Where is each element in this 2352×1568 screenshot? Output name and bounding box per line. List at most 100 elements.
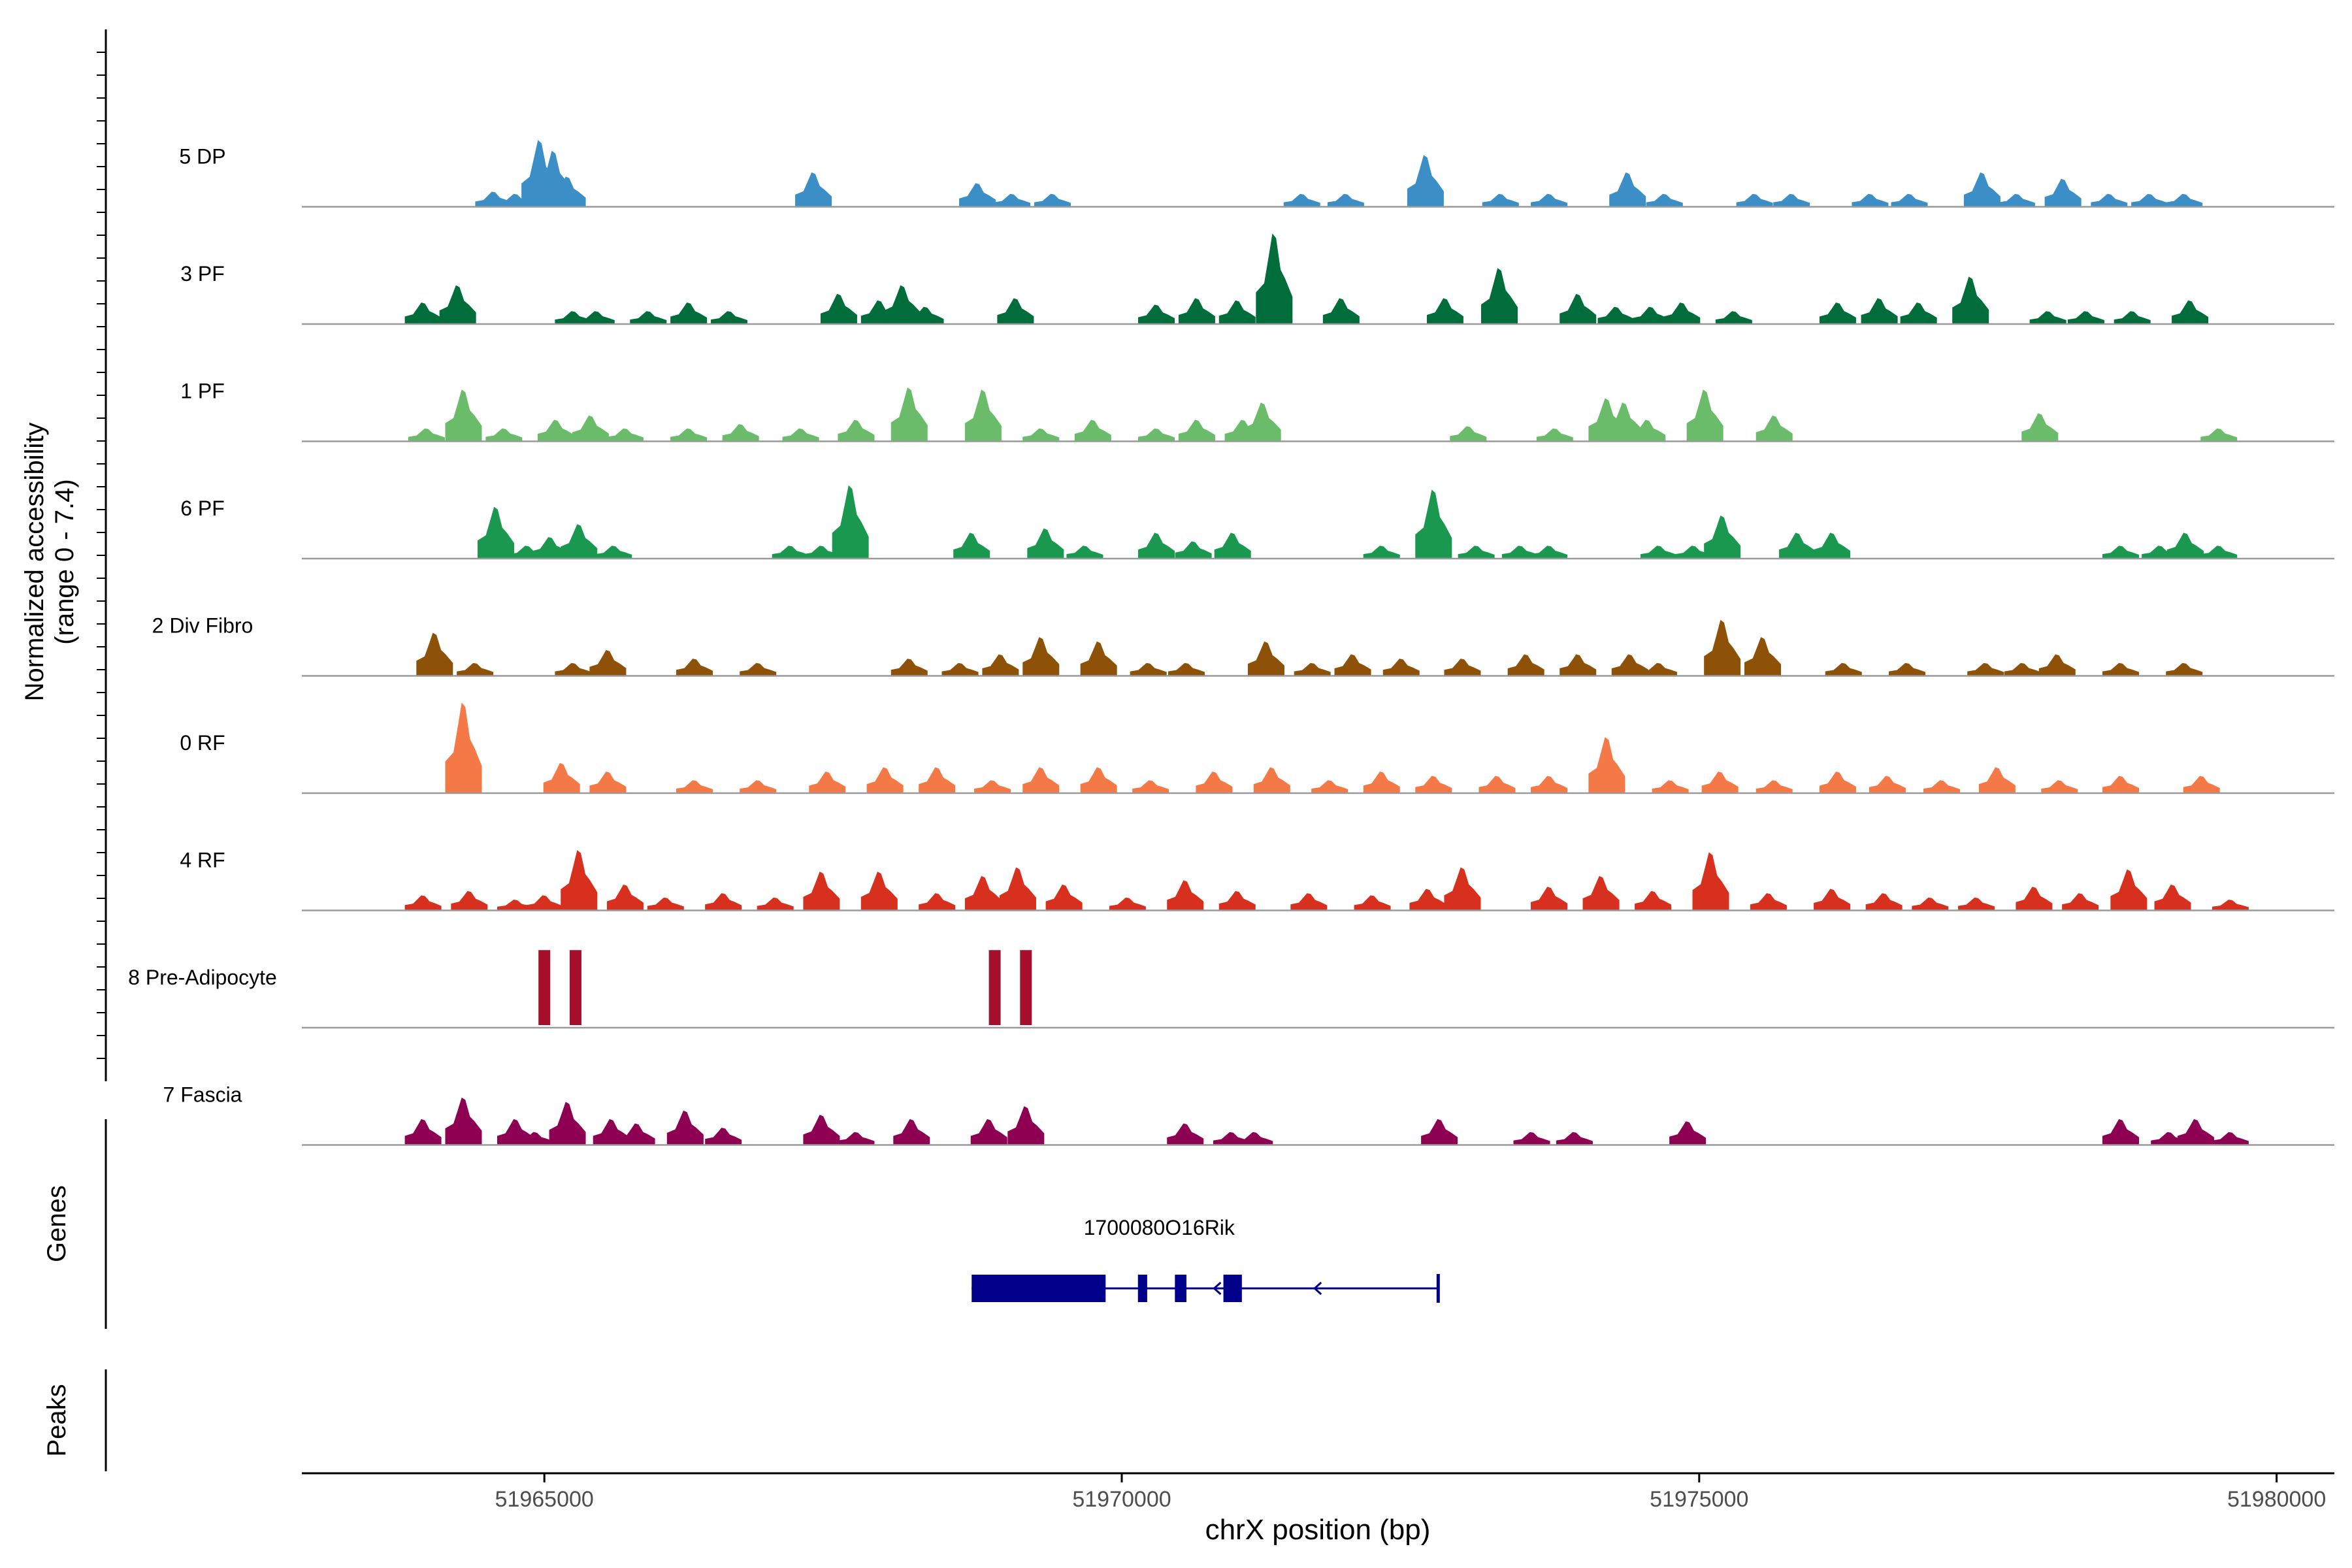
coverage-peak (1363, 546, 1400, 559)
coverage-peak (1066, 546, 1103, 559)
track-label: 8 Pre-Adipocyte (128, 966, 277, 989)
coverage-peak (1311, 780, 1348, 793)
coverage-peak (1663, 302, 1701, 324)
coverage-peak (561, 524, 598, 559)
genes-panel: Genes 1700080O16Rik (42, 1119, 1440, 1329)
coverage-peak (1744, 637, 1782, 676)
coverage-peak (1138, 532, 1175, 559)
x-axis-tick-label: 51965000 (495, 1487, 594, 1512)
coverage-peak (893, 1119, 930, 1145)
coverage-peak (2172, 300, 2209, 324)
track-4-rf: 4 RF (180, 849, 2334, 911)
coverage-peak (970, 1119, 1007, 1145)
coverage-peak (497, 900, 534, 911)
coverage-peak (2200, 428, 2238, 442)
track-5-dp: 5 DP (179, 140, 2334, 208)
track-8-pre-adipocyte: 8 Pre-Adipocyte (128, 950, 2334, 1029)
y-axis-title-line1: Normalized accessibility (20, 423, 49, 702)
coverage-peak (1507, 654, 1544, 676)
coverage-peak (1686, 389, 1723, 442)
coverage-peak (1167, 880, 1204, 911)
coverage-peak (439, 285, 476, 324)
coverage-peak (838, 1132, 875, 1145)
coverage-peak (1888, 662, 1925, 676)
coverage-peak (526, 895, 563, 911)
coverage-peak (1415, 776, 1452, 793)
coverage-peak (2041, 780, 2078, 793)
coverage-peak (1531, 887, 1568, 911)
coverage-peak (404, 1119, 442, 1145)
coverage-peak (722, 424, 759, 442)
coverage-peak (2212, 900, 2249, 911)
gene-exon (1137, 1275, 1147, 1302)
coverage-peak (757, 897, 794, 911)
coverage-peak (618, 1123, 655, 1145)
coverage-peak (2114, 311, 2151, 324)
coverage-peak (1865, 893, 1903, 911)
coverage-peak (705, 1128, 742, 1145)
coverage-peak (964, 875, 1002, 911)
coverage-peak (988, 950, 1001, 1025)
coverage-peak (1444, 867, 1481, 911)
coverage-peak (445, 1097, 482, 1145)
coverage-peak (1958, 897, 1995, 911)
coverage-peak (1923, 780, 1961, 793)
coverage-peak (1501, 546, 1539, 559)
coverage-peak (803, 872, 840, 911)
coverage-peak (1861, 298, 1898, 324)
gene-exon (1175, 1275, 1186, 1302)
coverage-peak (1034, 193, 1071, 207)
coverage-peak (1963, 172, 2001, 207)
coverage-peak (676, 780, 713, 793)
coverage-peak (1294, 662, 1331, 676)
coverage-peak (2131, 193, 2168, 207)
coverage-peak (1363, 772, 1400, 793)
coverage-peak (1814, 532, 1851, 559)
coverage-peak (1692, 852, 1729, 911)
gene-exon (972, 1275, 1106, 1302)
coverage-peak (1560, 293, 1597, 324)
coverage-peak (549, 1102, 586, 1145)
coverage-peak (1998, 193, 2035, 207)
coverage-peak (1978, 767, 2016, 793)
coverage-peak (578, 311, 615, 324)
coverage-peak (1536, 428, 1573, 442)
coverage-peak (974, 780, 1011, 793)
coverage-peak (1704, 619, 1741, 676)
track-label: 5 DP (179, 145, 225, 169)
coverage-peak (1027, 528, 1064, 559)
coverage-peak (457, 662, 494, 676)
coverage-peak (1045, 884, 1083, 911)
coverage-peak (1482, 193, 1519, 207)
coverage-peak (809, 772, 846, 793)
coverage-peak (711, 311, 748, 324)
track-label: 7 Fascia (163, 1083, 242, 1107)
coverage-peak (1912, 897, 1949, 911)
x-axis-tick-label: 51970000 (1072, 1487, 1171, 1512)
accessibility-y-axis: Normalized accessibility (range 0 - 7.4) (20, 29, 107, 1081)
coverage-peak (595, 546, 632, 559)
coverage-peak (561, 850, 598, 911)
coverage-peak (1513, 1132, 1550, 1145)
peaks-panel: Peaks (42, 1369, 107, 1471)
coverage-peak (2102, 662, 2139, 676)
coverage-peak (953, 532, 990, 559)
coverage-peak (795, 172, 832, 207)
coverage-peak (1283, 193, 1320, 207)
coverage-peak (941, 662, 979, 676)
coverage-peak (1819, 302, 1856, 324)
coverage-peak (1652, 780, 1689, 793)
coverage-peak (1168, 662, 1205, 676)
track-2-div-fibro: 2 Div Fibro (152, 614, 2334, 677)
coverage-peak (670, 302, 708, 324)
coverage-peak (1669, 1121, 1707, 1145)
coverage-peak (1891, 193, 1928, 207)
coverage-peak (2038, 654, 2076, 676)
coverage-peak (1080, 641, 1117, 676)
coverage-peak (1218, 890, 1256, 911)
coverage-peak (1132, 780, 1169, 793)
coverage-peak (555, 662, 592, 676)
coverage-peak (1236, 1132, 1273, 1145)
coverage-peak (997, 298, 1034, 324)
coverage-peak (2102, 776, 2139, 793)
